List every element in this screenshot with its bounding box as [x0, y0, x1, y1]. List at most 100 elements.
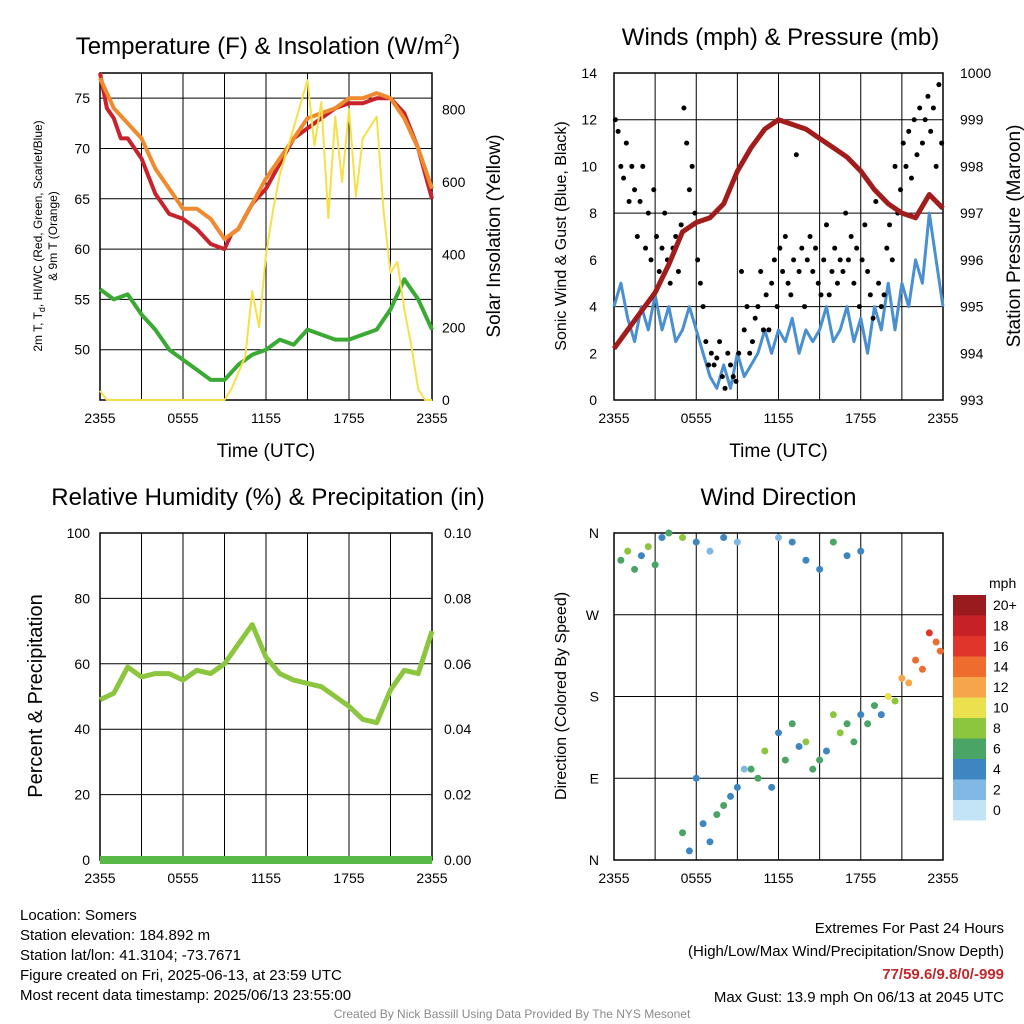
gust-point: [837, 257, 843, 263]
direction-point: [713, 811, 721, 819]
gust-point: [862, 222, 868, 228]
legend-label: 0: [993, 802, 1001, 818]
gust-point: [689, 163, 695, 169]
direction-point: [857, 547, 865, 555]
y2-tick-label: 995: [960, 299, 984, 315]
y2-tick-label: 1000: [960, 65, 991, 81]
direction-point: [829, 711, 837, 719]
y2-tick-label: 996: [960, 252, 984, 268]
direction-point: [631, 565, 639, 573]
gust-point: [843, 210, 849, 216]
chart-title: Relative Humidity (%) & Precipitation (i…: [51, 484, 484, 511]
series-line: [98, 77, 434, 241]
series-line: [99, 79, 432, 401]
gust-point: [930, 105, 936, 111]
y-tick-label: S: [590, 689, 599, 705]
direction-point: [850, 738, 858, 746]
legend-swatch: [953, 718, 986, 739]
gust-point: [651, 187, 657, 193]
direction-point: [754, 774, 762, 782]
direction-point: [781, 756, 789, 764]
extremes-desc: (High/Low/Max Wind/Precipitation/Snow De…: [688, 943, 1004, 960]
direction-point: [816, 756, 824, 764]
gust-point: [626, 198, 632, 204]
x-tick-label: 1755: [333, 870, 364, 886]
gust-point: [612, 117, 618, 123]
gust-point: [769, 280, 775, 286]
x-tick-label: 1155: [763, 410, 793, 426]
direction-point: [788, 720, 796, 728]
x-tick-label: 2355: [416, 870, 447, 886]
direction-point: [733, 783, 741, 791]
direction-point: [898, 674, 906, 682]
gust-point: [936, 82, 942, 88]
x-tick-label: 2355: [84, 410, 115, 426]
direction-point: [740, 765, 748, 773]
direction-point: [925, 629, 933, 637]
y-axis-label: Sonic Wind & Gust (Blue, Black): [553, 121, 570, 350]
station-info: Location: Somers Station elevation: 184.…: [20, 906, 351, 1006]
y-tick-label: 2: [589, 345, 597, 361]
y-tick-label: 6: [589, 252, 597, 268]
y2-tick-label: 994: [960, 345, 984, 361]
direction-point: [802, 556, 810, 564]
direction-point: [706, 547, 714, 555]
y2-tick-label: 999: [960, 112, 984, 128]
speed-legend: mph 20+ 18 16 14 12 10 8 6 4 2 0: [953, 575, 1017, 821]
y2-tick-label: 0.04: [444, 721, 471, 737]
gust-point: [738, 269, 744, 275]
direction-point: [706, 838, 714, 846]
legend-swatch: [953, 595, 986, 616]
direction-point: [788, 538, 796, 546]
x-tick-label: 0555: [681, 870, 712, 886]
y2-tick-label: 600: [442, 174, 466, 190]
gust-point: [832, 245, 838, 251]
gust-point: [700, 304, 706, 310]
direction-point: [768, 783, 776, 791]
gust-point: [653, 234, 659, 239]
created-text: Figure created on Fri, 2025-06-13, at 23…: [20, 967, 342, 984]
y-tick-label: N: [589, 852, 599, 868]
legend-swatch: [953, 738, 986, 759]
y2-tick-label: 200: [442, 319, 466, 335]
legend-label: 16: [993, 638, 1009, 654]
legend-swatch: [953, 677, 986, 698]
panel-2: 2355 0555 1155 1755 235502468101214993994995…: [553, 24, 1024, 462]
y-tick-label: 75: [74, 90, 90, 106]
gust-point: [884, 245, 890, 251]
direction-point: [679, 829, 687, 837]
panel-4: 2355 0555 1155 1755 2355 N W S E N Wind Direction D…: [553, 484, 1017, 886]
x-tick-label: 1755: [845, 410, 876, 426]
direction-point: [816, 565, 824, 573]
x-tick-label: 1755: [845, 870, 876, 886]
extremes-values: 77/59.6/9.8/0/-999: [882, 966, 1004, 983]
legend-swatch: [953, 656, 986, 677]
y-tick-label: 4: [589, 299, 597, 315]
gust-point: [695, 257, 701, 263]
gust-point: [939, 140, 945, 146]
gust-point: [922, 117, 928, 123]
direction-point: [644, 543, 652, 551]
gust-point: [629, 163, 635, 169]
gust-point: [887, 222, 893, 228]
gust-point: [856, 304, 862, 310]
gust-point: [865, 269, 871, 275]
y2-tick-label: 0.06: [444, 656, 471, 672]
gust-point: [659, 245, 665, 251]
legend-swatch: [953, 697, 986, 718]
gust-point: [818, 292, 824, 298]
gust-point: [675, 269, 681, 275]
direction-point: [822, 747, 830, 755]
direction-point: [699, 820, 707, 828]
direction-point: [884, 693, 892, 700]
legend-swatch: [953, 615, 986, 636]
direction-point: [932, 638, 940, 646]
gust-point: [911, 117, 917, 123]
y-tick-label: 14: [581, 65, 597, 81]
gust-point: [719, 374, 725, 380]
gust-point: [870, 315, 876, 321]
pressure-line: [611, 117, 945, 351]
gust-point: [807, 234, 813, 239]
gust-point: [854, 245, 860, 251]
